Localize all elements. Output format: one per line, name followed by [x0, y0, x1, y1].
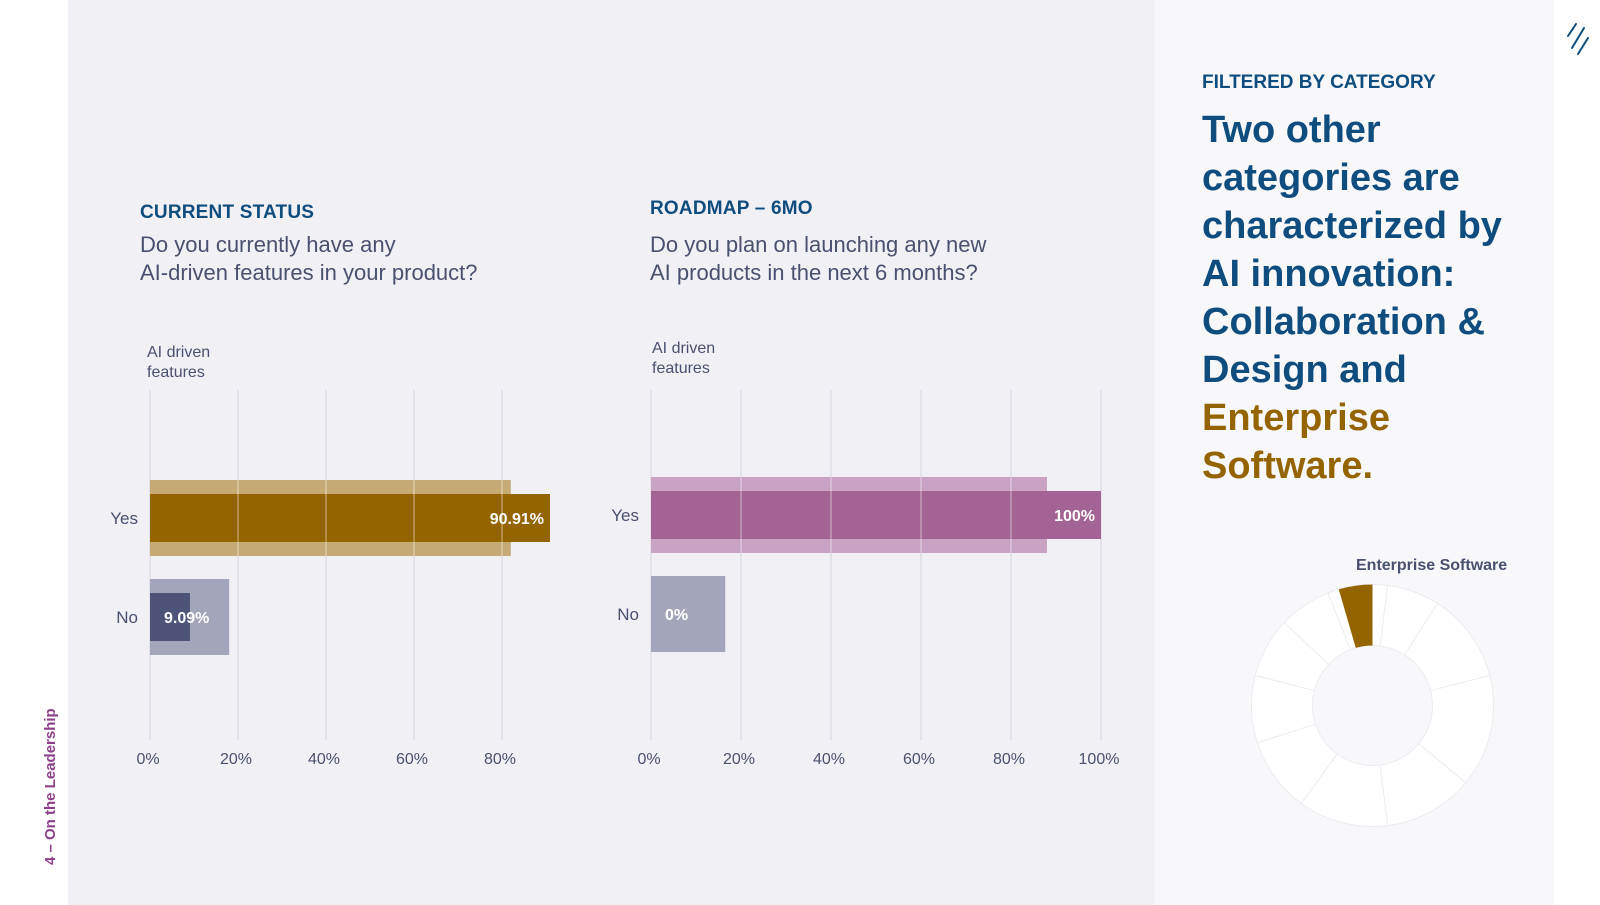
headline: Two other categories are characterized b…: [1202, 106, 1542, 490]
roadmap-data-label: 100%: [1054, 508, 1095, 525]
donut-segment-divider: [1255, 674, 1315, 692]
roadmap-axis-title: AI driven features: [652, 340, 716, 377]
current-status-bar-filtered: [150, 494, 551, 542]
current-status-data-label: 9.09%: [164, 610, 209, 627]
roadmap-chart: 0% 20% 40% 60% 80% 100% Yes 100% No 0%: [611, 390, 1120, 768]
current-status-tick-label: 60%: [396, 751, 428, 768]
donut-segment-divider: [1379, 585, 1389, 647]
enterprise-software-donut: [1251, 584, 1494, 827]
current-status-tick-label: 80%: [484, 751, 516, 768]
current-status-question: Do you currently have any AI-driven feat…: [140, 232, 478, 285]
current-status-data-label: 90.91%: [490, 511, 544, 528]
roadmap-tick-label: 0%: [637, 751, 660, 768]
filtered-by-category-eyebrow: FILTERED BY CATEGORY: [1202, 72, 1436, 93]
roadmap-tick-label: 40%: [813, 751, 845, 768]
roadmap-data-label: 0%: [665, 607, 688, 624]
donut-segment-divider: [1430, 674, 1490, 692]
current-status-category-label: Yes: [110, 509, 138, 528]
headline-text: Two other categories are characterized b…: [1202, 109, 1502, 391]
current-status-bar-filtered: [150, 593, 190, 641]
roadmap-tick-label: 20%: [723, 751, 755, 768]
donut-segment-divider: [1418, 743, 1467, 784]
headline-accent: Enterprise Software.: [1202, 397, 1390, 487]
roadmap-category-label: Yes: [611, 506, 639, 525]
current-status-axis-title: AI driven features: [147, 344, 211, 381]
current-status-chart: 0% 20% 40% 60% 80% Yes 90.91% No 9.09%: [110, 390, 551, 768]
roadmap-eyebrow: ROADMAP – 6MO: [650, 198, 813, 219]
roadmap-bar-filtered: [651, 491, 1101, 539]
donut-segment-divider: [1404, 603, 1438, 656]
donut-segment-divider: [1283, 622, 1330, 665]
roadmap-tick-label: 80%: [993, 751, 1025, 768]
donut-highlight-slice: [1338, 584, 1373, 648]
roadmap-question: Do you plan on launching any new AI prod…: [650, 232, 987, 285]
current-status-tick-label: 20%: [220, 751, 252, 768]
donut-segment-divider: [1300, 753, 1338, 804]
donut-hole: [1312, 645, 1433, 766]
roadmap-tick-label: 100%: [1079, 751, 1120, 768]
roadmap-tick-label: 60%: [903, 751, 935, 768]
brand-logo-icon: [1567, 23, 1589, 55]
section-label: 4 – On the Leadership: [42, 708, 59, 865]
roadmap-bar-background: [651, 576, 726, 652]
donut-segment-divider: [1257, 723, 1316, 744]
donut-label: Enterprise Software: [1356, 557, 1508, 574]
current-status-tick-label: 0%: [136, 751, 159, 768]
roadmap-category-label: No: [617, 605, 639, 624]
current-status-tick-label: 40%: [308, 751, 340, 768]
donut-segment-divider: [1379, 764, 1389, 826]
main-panel: [68, 0, 1155, 905]
donut-segment-divider: [1327, 592, 1351, 650]
current-status-category-label: No: [116, 608, 138, 627]
current-status-eyebrow: CURRENT STATUS: [140, 202, 315, 223]
